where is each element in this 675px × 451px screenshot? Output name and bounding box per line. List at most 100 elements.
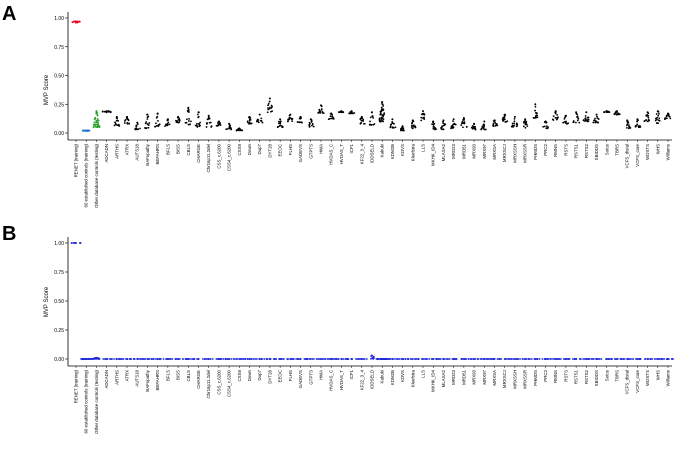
data-point — [242, 358, 245, 360]
data-point — [557, 358, 560, 360]
data-point — [248, 115, 251, 118]
data-point — [346, 358, 349, 360]
data-point — [389, 125, 392, 128]
data-point — [401, 125, 404, 128]
data-point — [182, 358, 184, 360]
panel-b: B MVP Score 0.00 0.25 0.50 0.75 1.00 RENET (t… — [2, 223, 674, 434]
data-point — [465, 125, 468, 128]
data-point — [156, 112, 159, 115]
data-point — [144, 358, 147, 360]
data-point — [372, 358, 375, 360]
data-point — [250, 122, 253, 125]
data-point — [526, 125, 529, 128]
data-point — [197, 111, 200, 114]
data-point — [404, 358, 407, 360]
panel-a-ylabel: MVP Score — [44, 74, 50, 105]
x-tick-label: Williams — [666, 369, 671, 386]
data-point — [206, 118, 209, 121]
data-point — [546, 127, 549, 130]
data-point — [166, 118, 169, 121]
data-point — [379, 358, 382, 360]
data-point — [267, 107, 269, 109]
x-tick-label: 60 established controls (training) — [84, 143, 89, 207]
data-point — [515, 123, 518, 126]
data-point — [564, 121, 567, 124]
data-point — [414, 358, 417, 360]
data-point — [217, 120, 220, 123]
data-point — [509, 358, 512, 360]
data-point — [246, 358, 249, 360]
data-point — [194, 124, 197, 127]
data-point — [503, 116, 506, 118]
data-point — [438, 358, 441, 360]
data-point — [267, 104, 269, 107]
data-point — [544, 120, 547, 123]
x-tick-label: PRC2 — [543, 369, 548, 381]
data-point — [186, 109, 189, 112]
data-point — [260, 358, 263, 360]
data-point — [481, 125, 484, 128]
data-point — [277, 125, 279, 128]
data-point — [432, 120, 435, 123]
data-point — [72, 242, 75, 244]
data-point — [318, 110, 321, 113]
data-point — [402, 127, 405, 129]
data-point — [371, 115, 374, 117]
x-tick-label: VCFS_distal — [625, 144, 630, 168]
data-point — [596, 115, 598, 118]
data-point — [93, 121, 96, 124]
data-point — [492, 122, 495, 125]
data-point — [171, 358, 174, 360]
x-tick-label: Kabuki — [380, 370, 385, 383]
data-point — [554, 110, 557, 113]
data-point — [317, 358, 320, 360]
data-point — [82, 129, 85, 132]
data-point — [117, 124, 120, 127]
x-tick-label: Chr16p11.2del — [206, 370, 211, 399]
data-point — [136, 358, 139, 360]
x-tick-label: Chr16p11.2del — [206, 144, 211, 173]
data-point — [483, 358, 486, 360]
x-tick-label: RMNS — [553, 370, 558, 383]
data-point — [576, 119, 579, 122]
data-point — [595, 358, 598, 360]
data-point — [524, 358, 527, 360]
data-point — [510, 358, 513, 360]
x-tick-label: AUTS18 — [135, 143, 140, 160]
data-point — [545, 127, 548, 130]
data-point — [298, 121, 301, 124]
data-point — [97, 123, 100, 125]
data-point — [494, 121, 496, 124]
data-point — [258, 358, 261, 360]
data-point — [423, 116, 425, 119]
x-tick-label: CBLS — [186, 144, 191, 156]
data-point — [192, 358, 195, 360]
data-point — [76, 21, 79, 24]
data-point — [105, 111, 108, 114]
data-point — [496, 358, 499, 360]
data-point — [575, 111, 578, 114]
data-point — [98, 126, 101, 128]
data-point — [205, 126, 208, 128]
data-point — [333, 358, 336, 360]
data-point — [248, 122, 251, 125]
data-point — [423, 112, 425, 115]
x-tick-label: MRXSSH — [512, 370, 517, 389]
data-point — [211, 358, 214, 360]
data-point — [219, 358, 222, 360]
data-point — [585, 111, 588, 114]
data-point — [135, 124, 138, 127]
data-point — [168, 358, 171, 360]
data-point — [452, 126, 455, 129]
data-point — [337, 358, 340, 360]
data-point — [605, 358, 608, 360]
data-point — [381, 358, 384, 360]
x-tick-label: CSS9 — [237, 143, 242, 155]
data-point — [92, 126, 95, 129]
data-point — [470, 126, 473, 129]
data-point — [175, 119, 177, 122]
x-tick-label: HMA — [318, 370, 323, 380]
data-point — [101, 110, 104, 113]
data-point — [535, 116, 537, 119]
data-point — [257, 119, 260, 121]
